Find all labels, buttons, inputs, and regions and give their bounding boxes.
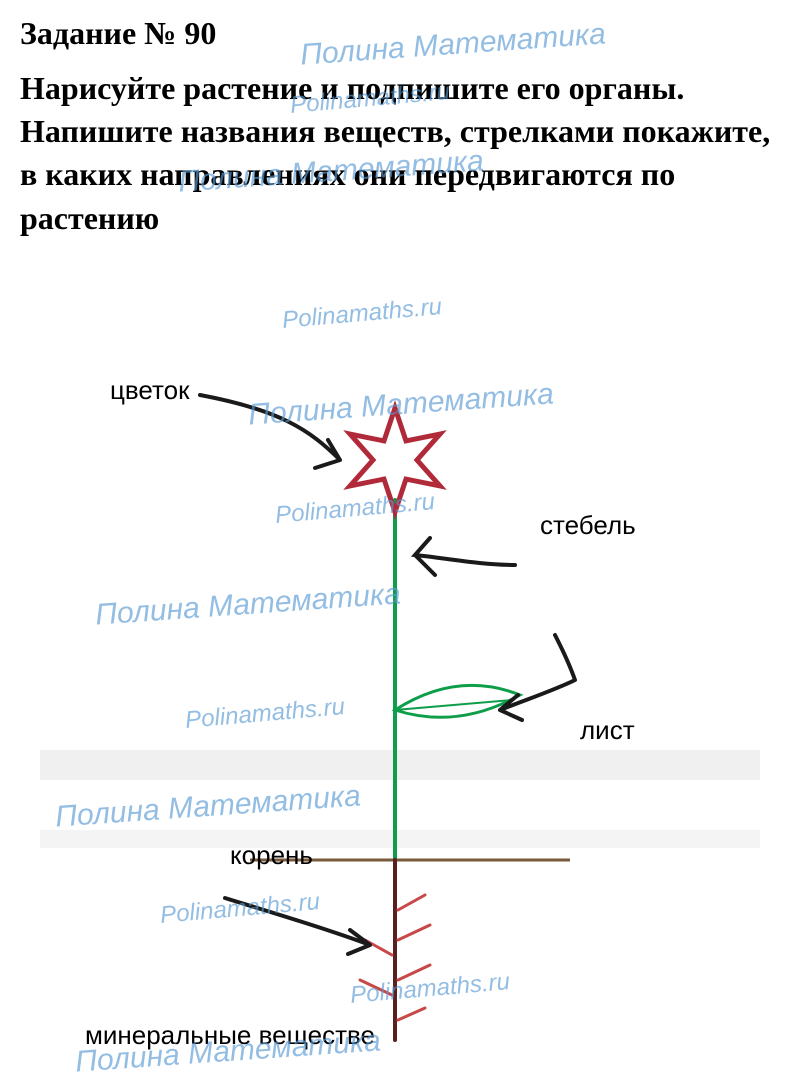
plant-svg <box>0 340 800 1060</box>
arrow-flower <box>200 395 340 468</box>
watermark-text: Polinamaths.ru <box>281 293 443 335</box>
label-stem: стебель <box>540 510 636 541</box>
arrow-root <box>225 898 370 954</box>
arrow-stem <box>415 538 515 575</box>
label-leaf: лист <box>580 715 635 746</box>
task-description: Нарисуйте растение и подпишите его орган… <box>0 62 800 260</box>
shadow-band <box>40 830 760 848</box>
arrow-leaf <box>500 635 575 720</box>
plant-diagram: цветок стебель лист корень минеральные в… <box>0 340 800 1060</box>
task-title: Задание № 90 <box>0 0 800 62</box>
label-minerals: минеральные веществе <box>85 1020 375 1051</box>
shadow-band <box>40 750 760 780</box>
flower-star <box>350 408 440 512</box>
label-root: корень <box>230 840 313 871</box>
label-flower: цветок <box>110 375 189 406</box>
